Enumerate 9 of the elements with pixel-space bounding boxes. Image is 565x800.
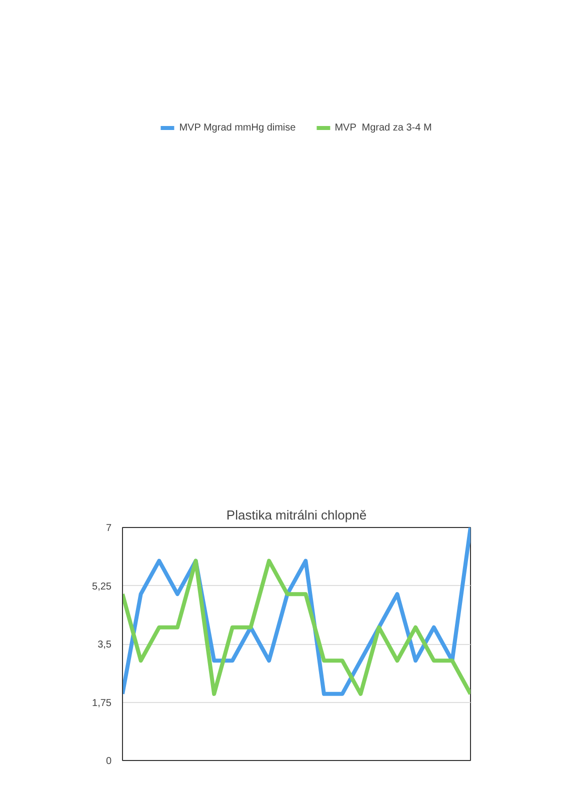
chart-title: Plastika mitrálni chlopně xyxy=(226,508,367,522)
line-series xyxy=(122,558,470,696)
legend-label: MVP Mgrad za 3-4 M xyxy=(334,122,432,134)
y-tick-label: 0 xyxy=(106,756,112,767)
y-tick-label: 1,75 xyxy=(92,698,112,709)
y-tick-label: 3,5 xyxy=(98,640,112,650)
y-tick-label: 5,25 xyxy=(92,581,112,592)
y-tick-label: 7 xyxy=(106,523,112,534)
legend-label: MVP Mgrad mmHg dimise xyxy=(179,122,296,134)
